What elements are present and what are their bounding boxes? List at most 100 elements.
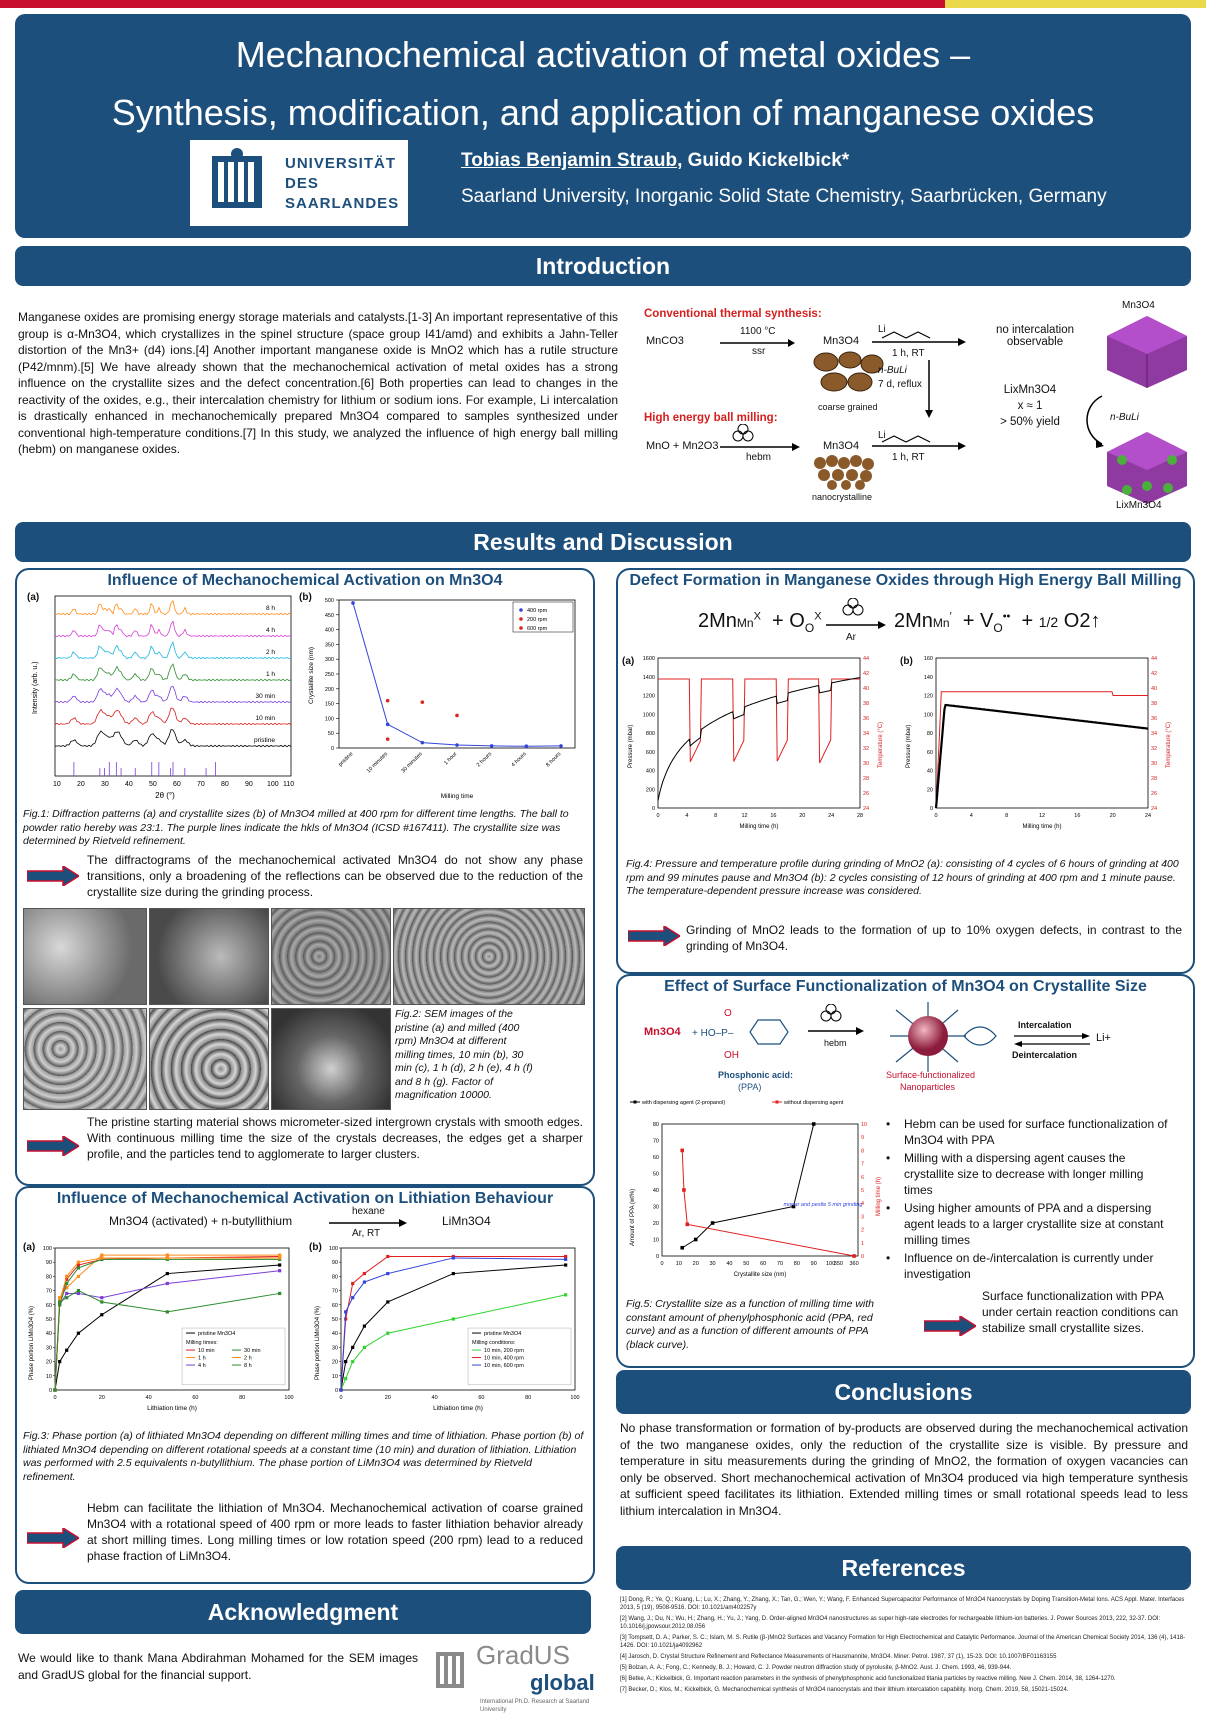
scheme-cond1: 1100 °C — [740, 326, 776, 337]
x-tick-label: 60 — [192, 1395, 198, 1401]
y-tick-label: 50 — [46, 1317, 52, 1323]
x-tick-label: 0 — [934, 813, 937, 819]
authors: Tobias Benjamin Straub, Guido Kickelbick… — [461, 150, 849, 172]
y2-tick-label: 42 — [863, 671, 869, 677]
y2-tick-label: 26 — [1151, 791, 1157, 797]
gradus-crest-icon — [436, 1652, 464, 1688]
legend-entry: 10 min, 600 rpm — [484, 1363, 524, 1369]
scheme-cond1b: ssr — [752, 346, 766, 357]
scheme-no-intercalation: no intercalation observable — [996, 324, 1074, 348]
y-tick-label: 40 — [332, 1331, 338, 1337]
crystal-bottom-label: LixMn3O4 — [1116, 500, 1162, 511]
title-line-2: Synthesis, modification, and application… — [111, 92, 1095, 133]
y2-tick-label: 5 — [861, 1188, 864, 1194]
x-tick-label: 70 — [777, 1261, 783, 1267]
y-tick-label: 120 — [924, 694, 933, 700]
x-axis-label: Milling time (h) — [1022, 824, 1061, 830]
reaction-left: Mn3O4 (activated) + n-butyllithium — [109, 1214, 293, 1228]
nano-particles-icon — [814, 455, 874, 490]
panel-surface-functionalization: Effect of Surface Functionalization of M… — [616, 974, 1195, 1368]
x-tick-label: 350 — [834, 1261, 843, 1267]
crystal-arrow-icon — [1086, 395, 1104, 448]
x-tick-label: 8 hours — [545, 751, 562, 768]
panel4-title: Effect of Surface Functionalization of M… — [664, 978, 1147, 995]
fig4b-label: (b) — [900, 656, 913, 667]
temperature-curve — [935, 691, 1148, 809]
panel1-note2: The pristine starting material shows mic… — [87, 1115, 583, 1161]
y-tick-label: 60 — [46, 1303, 52, 1309]
defect-equation-rhs: 2MnMn′ + VO•• + 1/2 O2↑ — [894, 610, 1101, 635]
affiliation: Saarland University, Inorganic Solid Sta… — [461, 186, 1107, 207]
p4-bullet-1-text: Hebm can be used for surface functionali… — [904, 1117, 1168, 1147]
introduction-text: Manganese oxides are promising energy st… — [18, 310, 618, 456]
scheme-nano-label: nanocrystalline — [812, 492, 873, 502]
data-point — [559, 744, 563, 748]
svg-text:40: 40 — [125, 781, 133, 788]
x-tick-label: 360 — [849, 1261, 858, 1267]
y2-tick-label: 44 — [863, 656, 869, 662]
x-tick-label: 0 — [53, 1395, 56, 1401]
x-tick-label: 4 hours — [511, 751, 528, 768]
y2-axis-label: Temperature (°C) — [878, 722, 884, 768]
data-point — [680, 1245, 685, 1250]
y-tick-label: 0 — [331, 746, 334, 752]
panel1-note1: The diffractograms of the mechanochemica… — [87, 853, 583, 899]
x-tick-label: 4 — [970, 813, 973, 819]
y-tick-label: 0 — [49, 1388, 52, 1394]
arrow-icon — [924, 1316, 976, 1336]
series-line — [340, 1294, 566, 1391]
fig2-caption: Fig.2: SEM images of the pristine (a) an… — [395, 1008, 533, 1101]
x-tick-label: 2 hours — [476, 751, 493, 768]
x-tick-label: 16 — [1074, 813, 1080, 819]
eq-o2: O2↑ — [1063, 610, 1101, 632]
legend-entry: pristine Mn3O4 — [198, 1331, 235, 1337]
panel-influence-mn3o4: Influence of Mechanochemical Activation … — [15, 568, 595, 1186]
svg-text:10: 10 — [53, 781, 61, 788]
y2-tick-label: 3 — [861, 1214, 864, 1220]
y2-tick-label: 8 — [861, 1148, 864, 1154]
x-tick-label: 0 — [656, 813, 659, 819]
y2-tick-label: 34 — [1151, 731, 1157, 737]
x-tick-label: 40 — [726, 1261, 732, 1267]
intercalation-arrows-icon — [1014, 1033, 1090, 1047]
x-axis-label: Lithiation time (h) — [433, 1405, 483, 1412]
x-tick-label: 40 — [146, 1395, 152, 1401]
panel3-title: Defect Formation in Manganese Oxides thr… — [629, 572, 1182, 589]
coarse-particles-icon — [813, 351, 884, 392]
reference-item: [2] Wang, J.; Du, N.; Wu, H.; Zhang, H.;… — [620, 1616, 1161, 1630]
svg-text:70: 70 — [197, 781, 205, 788]
y-tick-label: 160 — [924, 656, 933, 662]
eq-ar: Ar — [846, 632, 856, 643]
legend-entry: 8 h — [244, 1363, 252, 1369]
scheme-hebm-label: High energy ball milling: — [644, 412, 778, 424]
eq-v: V — [980, 610, 994, 632]
y2-tick-label: 40 — [863, 686, 869, 692]
gradus-logo-global: global — [530, 1670, 595, 1695]
y-tick-label: 20 — [927, 787, 933, 793]
y-tick-label: 70 — [332, 1289, 338, 1295]
poster-title: Mechanochemical activation of metal oxid… — [15, 26, 1191, 142]
x-tick-label: 16 — [770, 813, 776, 819]
fig4-caption: Fig.4: Pressure and temperature profile … — [626, 858, 1179, 897]
x-tick-label: 90 — [811, 1261, 817, 1267]
x-tick-label: 50 — [743, 1261, 749, 1267]
panel4-note: Surface functionalization with PPA under… — [982, 1289, 1179, 1335]
y-tick-label: 100 — [325, 716, 334, 722]
x-tick-label: 24 — [1145, 813, 1151, 819]
xrd-xlabel: 2θ (°) — [155, 791, 175, 800]
series-line — [54, 1290, 280, 1391]
y-tick-label: 1000 — [643, 712, 655, 718]
chart-legend: with dispersing agent (2-propanol) withou… — [630, 1100, 844, 1106]
lithiation-chart-a: 0 10 20 30 40 50 60 70 80 90 100 0 20 40 60 80 100 Lithia… — [29, 1246, 294, 1412]
lithiation-chart-b: 0 10 20 30 40 50 60 70 80 90 100 0 20 40 60 80 100 Lithia… — [315, 1246, 580, 1412]
xrd-pattern — [54, 729, 292, 748]
y-tick-label: 0 — [335, 1388, 338, 1394]
balls-icon — [732, 424, 754, 442]
y-axis-label: Phase portion LiMn3O4 (%) — [315, 1306, 321, 1380]
y-tick-label: 400 — [646, 769, 655, 775]
conclusions-text: No phase transformation or formation of … — [620, 1421, 1188, 1518]
p4-intercalation: Intercalation — [1018, 1020, 1072, 1030]
x-axis-label: Milling time — [441, 793, 474, 800]
y-tick-label: 1200 — [643, 694, 655, 700]
y-axis-label: Amount of PPA (wt%) — [630, 1189, 636, 1246]
